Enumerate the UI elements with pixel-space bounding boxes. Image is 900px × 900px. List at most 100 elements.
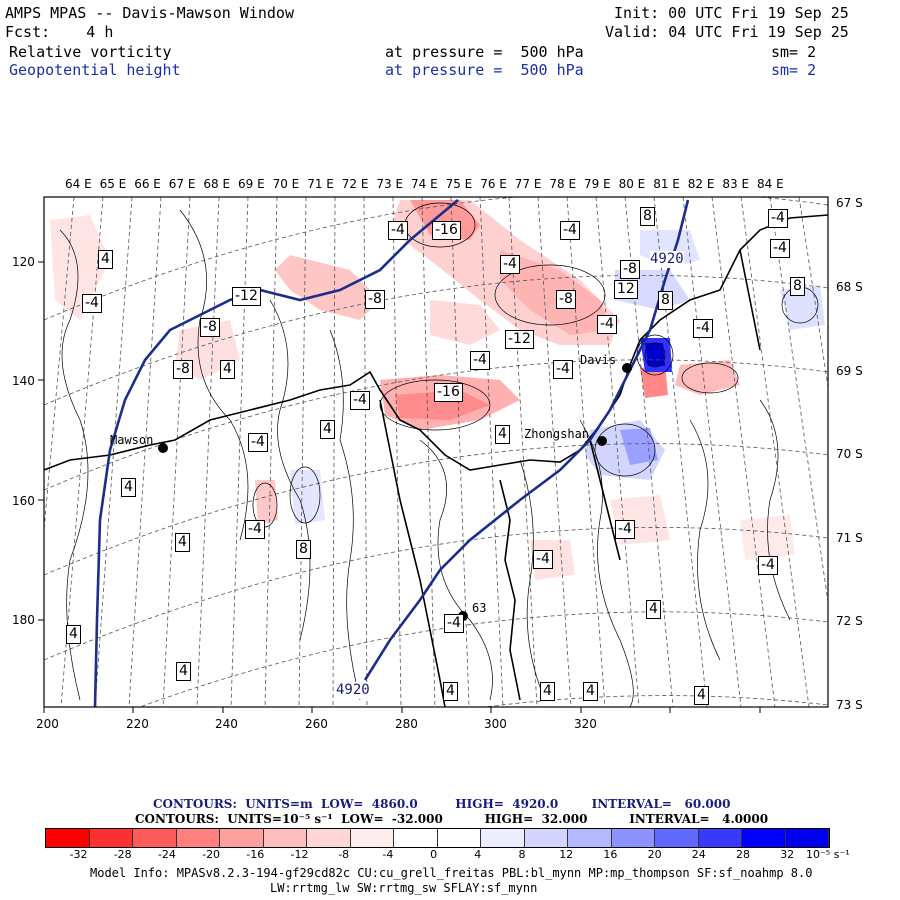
colorbar-swatch xyxy=(611,829,655,847)
station-zhongshan: Zhongshan xyxy=(524,427,590,441)
colorbar-swatch xyxy=(176,829,220,847)
vorticity-label: 8 xyxy=(640,207,655,226)
longitude-label: 72 E xyxy=(341,177,369,191)
longitude-label: 74 E xyxy=(411,177,438,191)
vorticity-label: -4 xyxy=(533,550,553,569)
vorticity-label: -4 xyxy=(560,221,580,240)
vorticity-label: -8 xyxy=(556,290,576,309)
x-axis-label: 300 xyxy=(484,717,507,731)
colorbar-label: 12 xyxy=(559,848,574,861)
vorticity-label: -4 xyxy=(82,294,102,313)
vorticity-label: -12 xyxy=(505,330,534,349)
vorticity-label: -4 xyxy=(388,221,408,240)
colorbar-label: -32 xyxy=(69,848,88,861)
colorbar-label: -28 xyxy=(113,848,132,861)
colorbar-swatch xyxy=(46,829,90,847)
vorticity-label: 12 xyxy=(614,280,638,299)
model-info-physics: LW:rrtmg_lw SW:rrtmg_sw SFLAY:sf_mynn xyxy=(270,881,538,895)
model-info: Model Info: MPASv8.2.3-194-gf29cd82c CU:… xyxy=(90,866,813,880)
longitude-label: 77 E xyxy=(514,177,542,191)
x-axis-label: 260 xyxy=(305,717,328,731)
longitude-label: 82 E xyxy=(687,177,715,191)
colorbar-swatch xyxy=(524,829,568,847)
latitude-label: 73 S xyxy=(836,698,863,712)
latitude-label: 68 S xyxy=(836,280,863,294)
vorticity-label: -4 xyxy=(615,520,635,539)
colorbar-swatch xyxy=(481,829,525,847)
colorbar-swatch xyxy=(698,829,742,847)
colorbar-swatch xyxy=(133,829,177,847)
vorticity-label: -4 xyxy=(500,255,520,274)
vorticity-label: -12 xyxy=(232,287,261,306)
coastline xyxy=(44,214,828,707)
longitude-label: 76 E xyxy=(480,177,507,191)
field1-level: at pressure = 500 hPa xyxy=(385,43,584,61)
longitude-label: 83 E xyxy=(722,177,750,191)
longitude-label: 64 E xyxy=(65,177,92,191)
colorbar-label: -8 xyxy=(338,848,350,861)
map-frame xyxy=(44,197,828,707)
longitude-label: 79 E xyxy=(584,177,611,191)
station-markers xyxy=(158,363,632,621)
longitude-label: 73 E xyxy=(376,177,404,191)
vorticity-label: -4 xyxy=(248,433,268,452)
colorbar-label: 4 xyxy=(474,848,482,861)
colorbar-units: 10⁻⁵ s⁻¹ xyxy=(806,848,850,861)
longitude-label: 71 E xyxy=(307,177,334,191)
colorbar-label: -20 xyxy=(202,848,221,861)
colorbar-swatch xyxy=(437,829,481,847)
vorticity-label: -4 xyxy=(470,351,490,370)
title: AMPS MPAS -- Davis-Mawson Window xyxy=(5,4,294,22)
colorbar-label: -24 xyxy=(157,848,176,861)
longitude-label: 80 E xyxy=(618,177,646,191)
colorbar-swatch xyxy=(89,829,133,847)
station-davis: Davis xyxy=(580,353,617,367)
valid-time: Valid: 04 UTC Fri 19 Sep 25 xyxy=(605,23,849,41)
colorbar-swatch xyxy=(263,829,307,847)
colorbar-label: 8 xyxy=(518,848,526,861)
axis-ticks xyxy=(38,261,761,713)
height-label: 4920 xyxy=(336,682,370,699)
vorticity-label: -8 xyxy=(365,290,385,309)
x-axis-label: 240 xyxy=(215,717,238,731)
longitude-label: 67 E xyxy=(168,177,196,191)
colorbar-label: 28 xyxy=(736,848,750,861)
latitude-label: 69 S xyxy=(836,364,863,378)
vorticity-label: 4 xyxy=(66,625,81,644)
vorticity-label: 4 xyxy=(495,425,510,444)
colorbar-label: -12 xyxy=(290,848,309,861)
vorticity-label: 4 xyxy=(220,360,235,379)
vorticity-label: -4 xyxy=(553,360,573,379)
positive-vorticity-shading xyxy=(290,230,825,525)
vorticity-label: -4 xyxy=(597,315,617,334)
geopotential-contours xyxy=(93,199,690,707)
y-axis-label: 180 xyxy=(12,613,35,627)
vorticity-label: 4 xyxy=(121,478,136,497)
latitude-label: 70 S xyxy=(836,447,863,461)
vorticity-label: -8 xyxy=(173,360,193,379)
latitude-label: 67 S xyxy=(836,196,863,210)
x-axis-label: 320 xyxy=(574,717,597,731)
x-axis-label: 220 xyxy=(126,717,149,731)
longitude-label: 70 E xyxy=(272,177,300,191)
vorticity-label: 4 xyxy=(320,420,335,439)
longitude-label: 78 E xyxy=(549,177,577,191)
colorbar-label: 20 xyxy=(647,848,662,861)
longitude-label: 69 E xyxy=(238,177,265,191)
vorticity-label: -4 xyxy=(693,319,713,338)
colorbar-swatch xyxy=(785,829,829,847)
vorticity-label: 4 xyxy=(646,600,661,619)
init-time: Init: 00 UTC Fri 19 Sep 25 xyxy=(614,4,849,22)
colorbar-label: 32 xyxy=(780,848,795,861)
vorticity-label: 8 xyxy=(790,277,805,296)
vorticity-label: 4 xyxy=(694,686,709,705)
colorbar-swatch xyxy=(742,829,786,847)
forecast-hour: Fcst: 4 h xyxy=(5,23,114,41)
vorticity-label: 8 xyxy=(658,291,673,310)
latitude-label: 71 S xyxy=(836,531,863,545)
lat-lon-grid xyxy=(44,197,828,707)
colorbar-swatch xyxy=(350,829,394,847)
colorbar-label: -16 xyxy=(246,848,265,861)
colorbar-swatch xyxy=(394,829,438,847)
vorticity-label: 4 xyxy=(175,533,190,552)
